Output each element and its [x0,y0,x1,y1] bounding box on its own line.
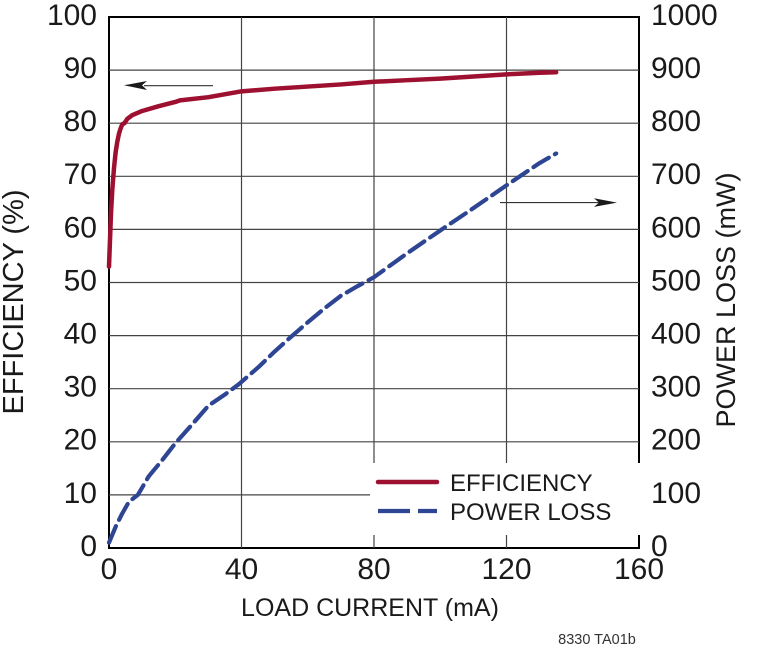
svg-text:400: 400 [651,318,701,351]
svg-text:POWER LOSS (mW): POWER LOSS (mW) [711,173,741,428]
svg-text:160: 160 [614,553,664,586]
svg-text:200: 200 [651,424,701,457]
svg-text:40: 40 [225,553,258,586]
svg-text:100: 100 [47,0,97,32]
svg-text:LOAD CURRENT (mA): LOAD CURRENT (mA) [241,594,499,622]
svg-text:90: 90 [64,52,97,85]
svg-text:70: 70 [64,158,97,191]
svg-text:POWER LOSS: POWER LOSS [450,499,611,526]
svg-text:10: 10 [64,477,97,510]
svg-text:50: 50 [64,264,97,297]
svg-text:100: 100 [651,477,701,510]
svg-text:1000: 1000 [651,0,718,32]
svg-text:600: 600 [651,211,701,244]
svg-text:0: 0 [80,530,97,563]
svg-text:80: 80 [64,105,97,138]
svg-text:900: 900 [651,52,701,85]
svg-text:EFFICIENCY (%): EFFICIENCY (%) [0,189,30,414]
svg-text:60: 60 [64,211,97,244]
svg-text:800: 800 [651,105,701,138]
svg-text:40: 40 [64,318,97,351]
svg-text:0: 0 [101,553,118,586]
svg-text:8330 TA01b: 8330 TA01b [558,632,636,648]
svg-text:500: 500 [651,264,701,297]
svg-text:EFFICIENCY: EFFICIENCY [450,470,593,497]
svg-text:700: 700 [651,158,701,191]
svg-text:30: 30 [64,371,97,404]
svg-text:120: 120 [481,553,531,586]
svg-text:80: 80 [357,553,390,586]
svg-text:300: 300 [651,371,701,404]
svg-text:20: 20 [64,424,97,457]
